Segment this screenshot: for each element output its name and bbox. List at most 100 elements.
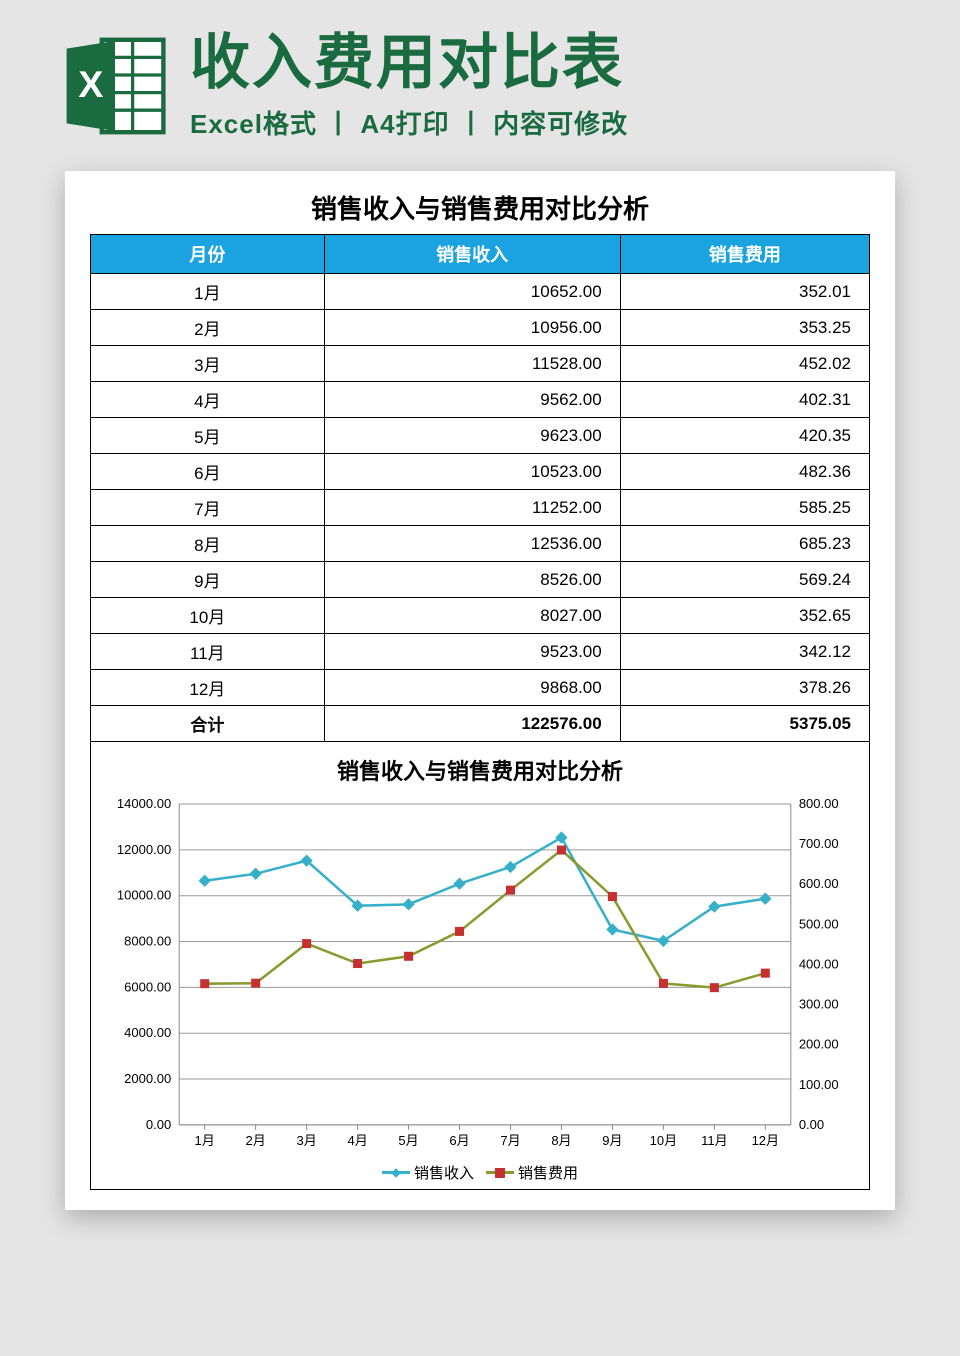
- cell-expense: 482.36: [620, 454, 869, 490]
- cell-total-revenue: 122576.00: [324, 706, 620, 742]
- svg-text:11月: 11月: [701, 1133, 728, 1148]
- cell-expense: 569.24: [620, 562, 869, 598]
- svg-text:14000.00: 14000.00: [117, 796, 171, 811]
- cell-expense: 352.65: [620, 598, 869, 634]
- cell-expense: 352.01: [620, 274, 869, 310]
- cell-revenue: 9562.00: [324, 382, 620, 418]
- svg-text:4000.00: 4000.00: [124, 1025, 171, 1040]
- cell-month: 6月: [91, 454, 325, 490]
- cell-revenue: 10652.00: [324, 274, 620, 310]
- table-row: 11月9523.00342.12: [91, 634, 870, 670]
- svg-text:6000.00: 6000.00: [124, 979, 171, 994]
- chart-title: 销售收入与销售费用对比分析: [99, 754, 861, 786]
- cell-month: 7月: [91, 490, 325, 526]
- legend-item: 销售收入: [382, 1162, 474, 1183]
- chart-container: 销售收入与销售费用对比分析 0.002000.004000.006000.008…: [90, 742, 870, 1190]
- cell-expense: 402.31: [620, 382, 869, 418]
- cell-revenue: 8526.00: [324, 562, 620, 598]
- svg-text:3月: 3月: [297, 1133, 317, 1148]
- svg-text:4月: 4月: [347, 1133, 367, 1148]
- table-header-row: 月份 销售收入 销售费用: [91, 235, 870, 274]
- table-row: 1月10652.00352.01: [91, 274, 870, 310]
- svg-text:0.00: 0.00: [799, 1117, 824, 1132]
- svg-text:2月: 2月: [246, 1133, 266, 1148]
- table-total-row: 合计122576.005375.05: [91, 706, 870, 742]
- svg-text:1月: 1月: [195, 1133, 215, 1148]
- legend-label: 销售费用: [518, 1162, 578, 1183]
- svg-text:200.00: 200.00: [799, 1037, 839, 1052]
- cell-total-label: 合计: [91, 706, 325, 742]
- svg-text:300.00: 300.00: [799, 997, 839, 1012]
- table-row: 7月11252.00585.25: [91, 490, 870, 526]
- col-month: 月份: [91, 235, 325, 274]
- table-row: 4月9562.00402.31: [91, 382, 870, 418]
- cell-month: 1月: [91, 274, 325, 310]
- cell-month: 4月: [91, 382, 325, 418]
- cell-total-expense: 5375.05: [620, 706, 869, 742]
- chart-legend: 销售收入 销售费用: [99, 1155, 861, 1185]
- cell-month: 8月: [91, 526, 325, 562]
- cell-revenue: 9623.00: [324, 418, 620, 454]
- page-title: 收入费用对比表: [190, 30, 920, 96]
- cell-revenue: 12536.00: [324, 526, 620, 562]
- spreadsheet-preview: 销售收入与销售费用对比分析 月份 销售收入 销售费用 1月10652.00352…: [65, 171, 895, 1210]
- cell-month: 2月: [91, 310, 325, 346]
- cell-revenue: 8027.00: [324, 598, 620, 634]
- sheet-title: 销售收入与销售费用对比分析: [90, 189, 870, 226]
- table-row: 3月11528.00452.02: [91, 346, 870, 382]
- svg-text:X: X: [78, 63, 103, 105]
- cell-revenue: 11528.00: [324, 346, 620, 382]
- table-row: 12月9868.00378.26: [91, 670, 870, 706]
- svg-text:12月: 12月: [752, 1133, 780, 1148]
- table-row: 2月10956.00353.25: [91, 310, 870, 346]
- col-revenue: 销售收入: [324, 235, 620, 274]
- svg-text:6月: 6月: [449, 1133, 469, 1148]
- cell-expense: 585.25: [620, 490, 869, 526]
- legend-label: 销售收入: [414, 1162, 474, 1183]
- cell-revenue: 9523.00: [324, 634, 620, 670]
- legend-item: 销售费用: [486, 1162, 578, 1183]
- svg-text:0.00: 0.00: [146, 1117, 171, 1132]
- svg-text:600.00: 600.00: [799, 876, 839, 891]
- col-expense: 销售费用: [620, 235, 869, 274]
- svg-text:8月: 8月: [551, 1133, 571, 1148]
- cell-revenue: 10956.00: [324, 310, 620, 346]
- cell-expense: 452.02: [620, 346, 869, 382]
- cell-expense: 378.26: [620, 670, 869, 706]
- cell-revenue: 10523.00: [324, 454, 620, 490]
- page-header: X 收入费用对比表 Excel格式 丨 A4打印 丨 内容可修改: [0, 0, 960, 161]
- cell-revenue: 9868.00: [324, 670, 620, 706]
- svg-text:10000.00: 10000.00: [117, 888, 171, 903]
- svg-text:100.00: 100.00: [799, 1077, 839, 1092]
- cell-expense: 420.35: [620, 418, 869, 454]
- svg-text:700.00: 700.00: [799, 836, 839, 851]
- svg-text:500.00: 500.00: [799, 916, 839, 931]
- table-row: 9月8526.00569.24: [91, 562, 870, 598]
- cell-expense: 685.23: [620, 526, 869, 562]
- table-row: 8月12536.00685.23: [91, 526, 870, 562]
- svg-text:12000.00: 12000.00: [117, 842, 171, 857]
- table-row: 6月10523.00482.36: [91, 454, 870, 490]
- svg-text:10月: 10月: [650, 1133, 678, 1148]
- cell-month: 9月: [91, 562, 325, 598]
- cell-revenue: 11252.00: [324, 490, 620, 526]
- page-subtitle: Excel格式 丨 A4打印 丨 内容可修改: [190, 104, 920, 141]
- svg-text:8000.00: 8000.00: [124, 934, 171, 949]
- cell-month: 5月: [91, 418, 325, 454]
- svg-text:7月: 7月: [500, 1133, 520, 1148]
- svg-text:9月: 9月: [602, 1133, 622, 1148]
- table-row: 5月9623.00420.35: [91, 418, 870, 454]
- cell-expense: 342.12: [620, 634, 869, 670]
- svg-text:5月: 5月: [398, 1133, 418, 1148]
- cell-month: 11月: [91, 634, 325, 670]
- svg-text:800.00: 800.00: [799, 796, 839, 811]
- table-row: 10月8027.00352.65: [91, 598, 870, 634]
- header-text: 收入费用对比表 Excel格式 丨 A4打印 丨 内容可修改: [190, 30, 920, 141]
- cell-month: 3月: [91, 346, 325, 382]
- chart-svg: 0.002000.004000.006000.008000.0010000.00…: [99, 794, 861, 1155]
- excel-icon: X: [60, 31, 170, 141]
- cell-month: 10月: [91, 598, 325, 634]
- cell-month: 12月: [91, 670, 325, 706]
- data-table: 月份 销售收入 销售费用 1月10652.00352.012月10956.003…: [90, 234, 870, 742]
- cell-expense: 353.25: [620, 310, 869, 346]
